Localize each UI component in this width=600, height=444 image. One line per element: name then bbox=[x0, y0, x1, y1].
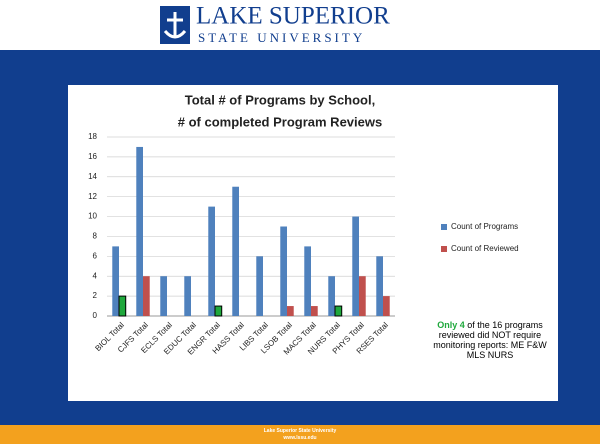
bar bbox=[359, 276, 366, 316]
bar bbox=[214, 305, 223, 317]
bar bbox=[208, 206, 215, 316]
bar bbox=[143, 276, 150, 316]
y-tick-label: 2 bbox=[93, 291, 98, 300]
y-tick-label: 16 bbox=[88, 152, 97, 161]
legend-swatch bbox=[441, 224, 447, 230]
bar bbox=[256, 256, 263, 316]
legend-label: Count of Reviewed bbox=[451, 244, 519, 253]
y-tick-label: 8 bbox=[93, 232, 98, 241]
logo: LAKE SUPERIOR STATE UNIVERSITY bbox=[160, 3, 390, 45]
y-tick-label: 4 bbox=[93, 271, 98, 280]
chart-panel bbox=[68, 85, 558, 401]
legend-swatch bbox=[441, 246, 447, 252]
chart-title: # of completed Program Reviews bbox=[178, 114, 382, 129]
anchor bbox=[163, 12, 187, 39]
footer: Lake Superior State University www.lssu.… bbox=[0, 425, 600, 444]
y-tick-label: 10 bbox=[88, 212, 97, 221]
legend-label: Count of Programs bbox=[451, 222, 518, 231]
bar bbox=[112, 246, 119, 316]
bar bbox=[311, 306, 318, 316]
logo-line1: LAKE SUPERIOR bbox=[196, 3, 390, 30]
logo-line2: STATE UNIVERSITY bbox=[198, 30, 365, 45]
bar bbox=[160, 276, 167, 316]
annotation-highlight: Only 4 bbox=[437, 320, 465, 330]
bar bbox=[334, 305, 343, 317]
bar bbox=[304, 246, 311, 316]
y-tick-label: 14 bbox=[88, 172, 97, 181]
header: LAKE SUPERIOR STATE UNIVERSITY bbox=[0, 0, 600, 50]
bar bbox=[184, 276, 191, 316]
bar bbox=[352, 216, 359, 316]
chart-title: Total # of Programs by School, bbox=[185, 92, 375, 107]
y-tick-label: 18 bbox=[88, 132, 97, 141]
y-tick-label: 12 bbox=[88, 192, 97, 201]
footer-line: www.lssu.edu bbox=[283, 435, 317, 441]
annotation-text: of the 16 programs reviewed did NOT requ… bbox=[433, 320, 547, 360]
footer-line: Lake Superior State University bbox=[263, 428, 337, 434]
bar bbox=[232, 186, 239, 316]
bar bbox=[328, 276, 335, 316]
bar bbox=[287, 306, 294, 316]
bar bbox=[376, 256, 383, 316]
bar bbox=[118, 295, 127, 317]
y-tick-label: 6 bbox=[93, 251, 98, 260]
bar bbox=[383, 296, 390, 316]
bar bbox=[280, 226, 287, 316]
annotation: Only 4 of the 16 programs reviewed did N… bbox=[430, 320, 550, 360]
bar bbox=[136, 146, 143, 316]
y-tick-label: 0 bbox=[93, 311, 98, 320]
